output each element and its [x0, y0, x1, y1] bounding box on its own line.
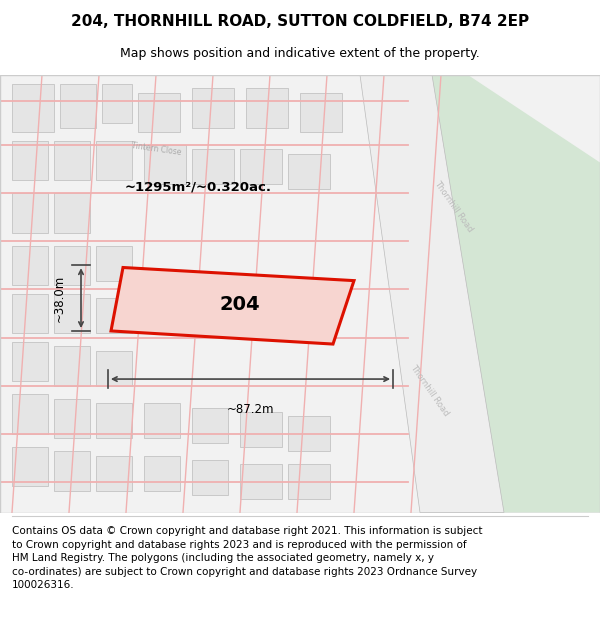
Bar	[246, 88, 288, 127]
Bar	[54, 193, 90, 232]
Bar	[240, 149, 282, 184]
Bar	[300, 92, 342, 132]
Bar	[12, 141, 48, 180]
Bar	[54, 141, 90, 180]
Bar	[96, 351, 132, 386]
Text: ~38.0m: ~38.0m	[53, 274, 66, 322]
Bar	[96, 141, 132, 180]
Polygon shape	[111, 268, 354, 344]
Bar	[12, 84, 54, 132]
Bar	[12, 394, 48, 434]
Bar	[288, 154, 330, 189]
Text: Thornhill Road: Thornhill Road	[408, 362, 450, 418]
Bar	[12, 342, 48, 381]
Bar	[96, 456, 132, 491]
Bar	[144, 145, 186, 184]
Bar	[288, 416, 330, 451]
Bar	[12, 447, 48, 486]
Bar	[144, 456, 180, 491]
Bar	[60, 84, 96, 127]
Text: Thornhill Road: Thornhill Road	[432, 179, 474, 234]
Bar	[54, 246, 90, 285]
Bar	[12, 193, 48, 232]
Bar	[192, 460, 228, 495]
Text: 204: 204	[220, 295, 260, 314]
Text: ~87.2m: ~87.2m	[227, 403, 274, 416]
Bar	[288, 464, 330, 499]
Text: Map shows position and indicative extent of the property.: Map shows position and indicative extent…	[120, 48, 480, 61]
Bar	[96, 246, 132, 281]
Polygon shape	[420, 75, 600, 512]
Bar	[192, 408, 228, 442]
Bar	[96, 403, 132, 438]
Bar	[54, 294, 90, 333]
Bar	[102, 84, 132, 123]
Text: Tintern Close: Tintern Close	[130, 141, 182, 158]
Bar	[54, 346, 90, 386]
Bar	[192, 149, 234, 184]
Bar	[240, 464, 282, 499]
Bar	[12, 246, 48, 285]
Bar	[144, 403, 180, 438]
Text: 204, THORNHILL ROAD, SUTTON COLDFIELD, B74 2EP: 204, THORNHILL ROAD, SUTTON COLDFIELD, B…	[71, 14, 529, 29]
Bar	[12, 294, 48, 333]
Bar	[192, 88, 234, 127]
Bar	[96, 298, 132, 333]
Bar	[240, 412, 282, 447]
Bar	[54, 399, 90, 438]
Text: Contains OS data © Crown copyright and database right 2021. This information is : Contains OS data © Crown copyright and d…	[12, 526, 482, 591]
Bar	[138, 92, 180, 132]
Polygon shape	[360, 75, 504, 512]
Bar	[54, 451, 90, 491]
Text: ~1295m²/~0.320ac.: ~1295m²/~0.320ac.	[125, 180, 271, 193]
